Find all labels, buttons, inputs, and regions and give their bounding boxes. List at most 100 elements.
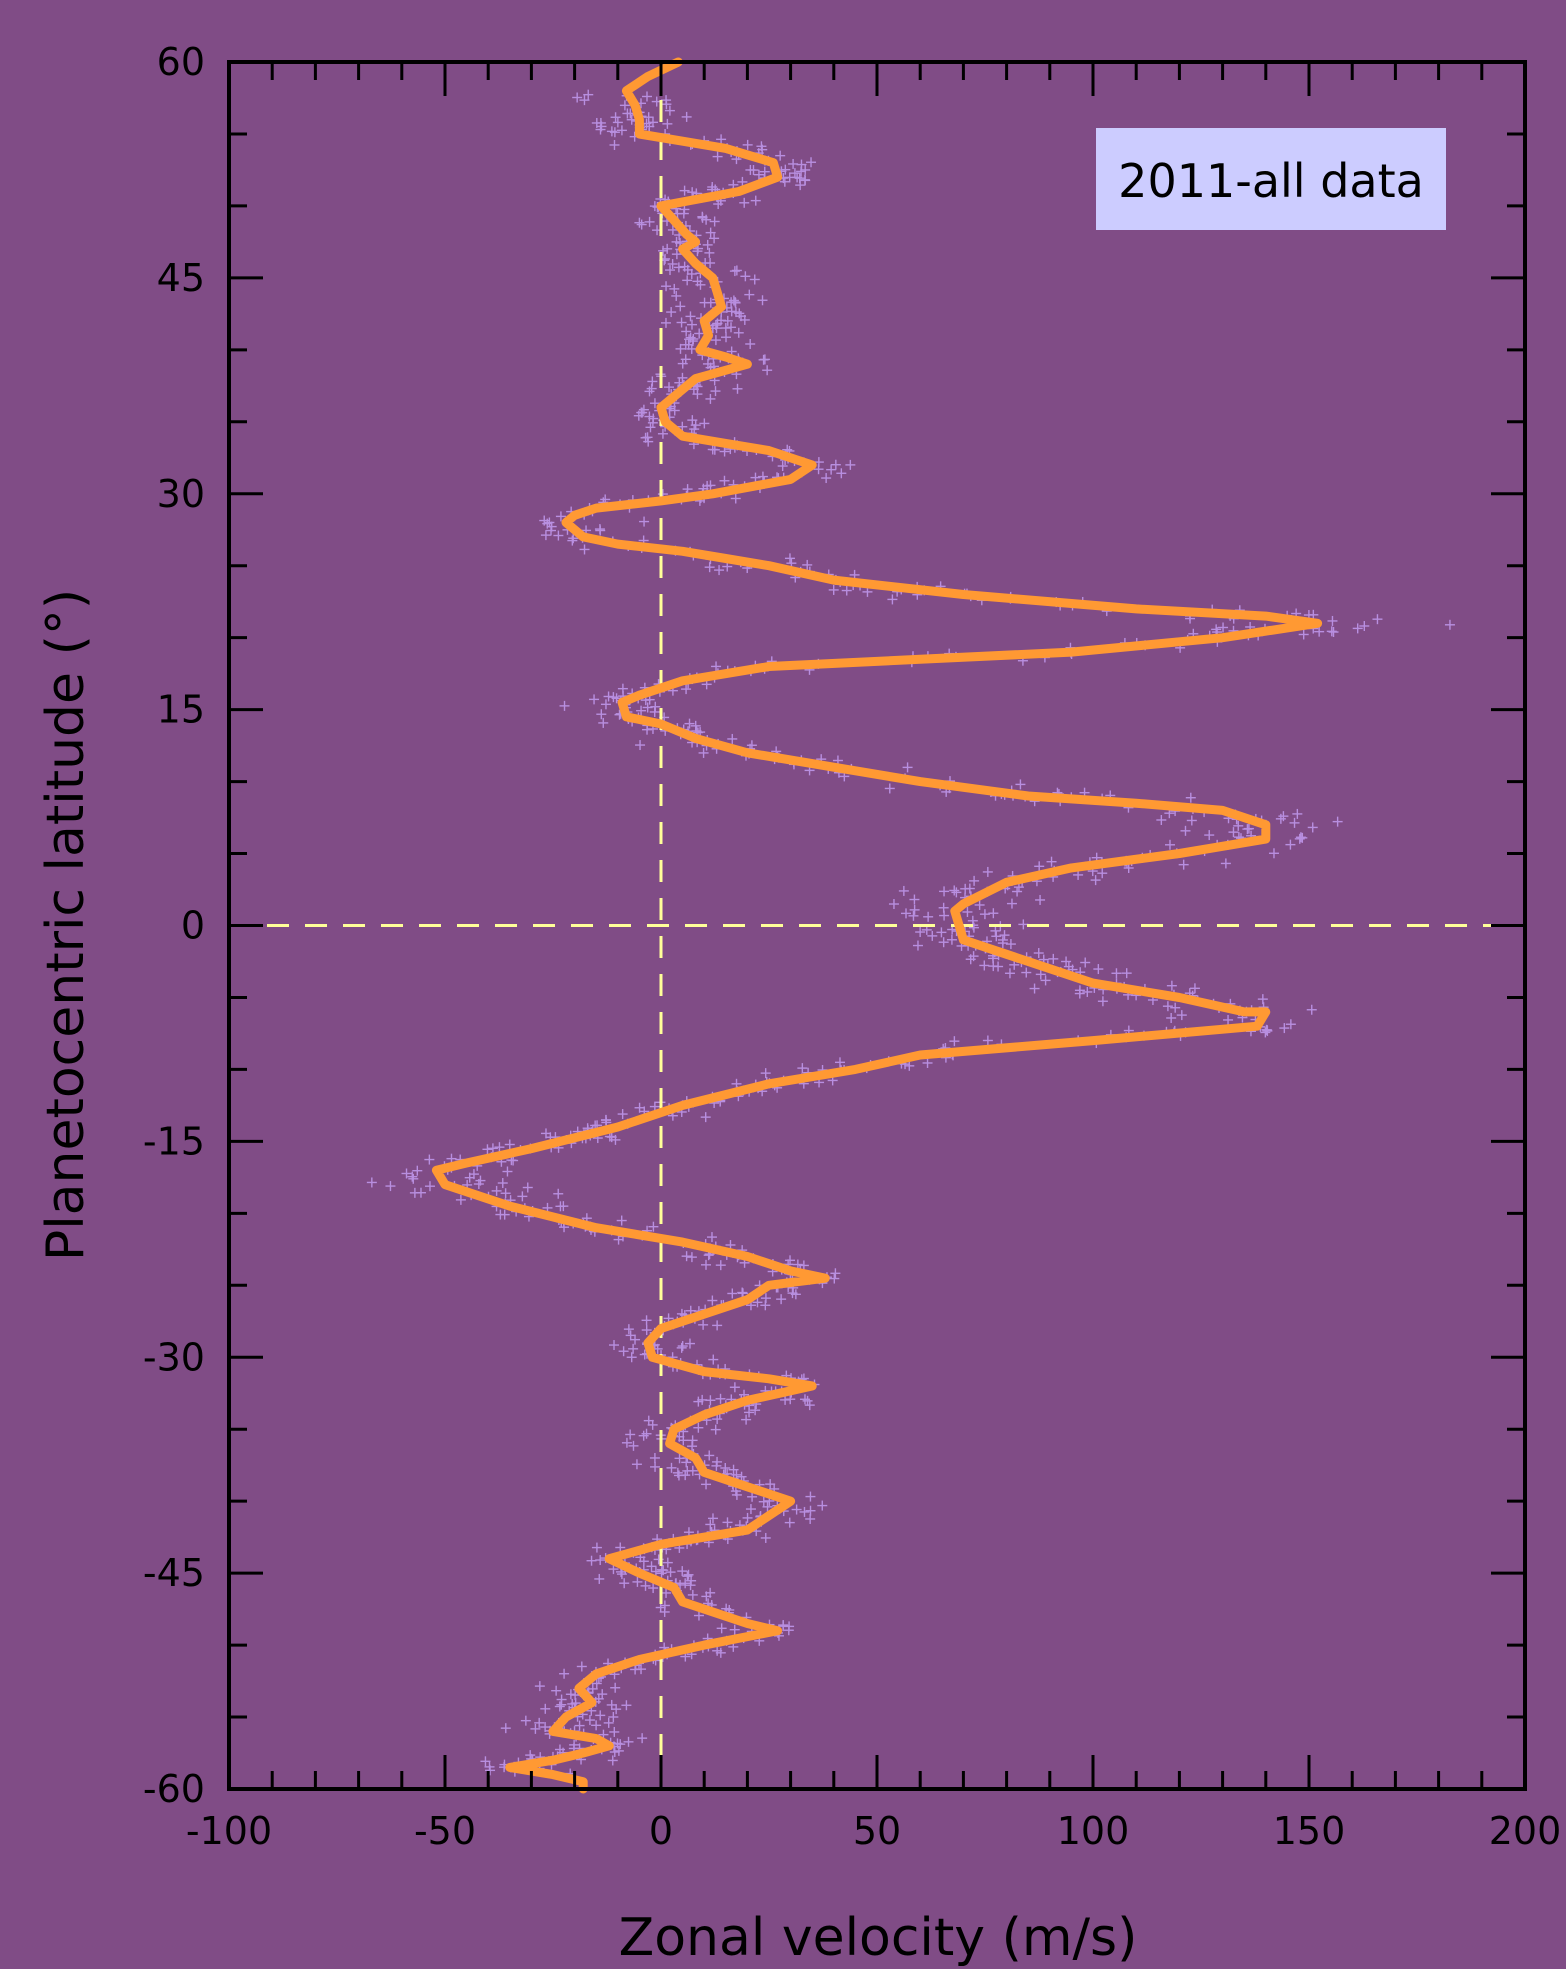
data-point (901, 908, 912, 919)
data-point (760, 1532, 771, 1543)
data-point (1178, 859, 1189, 870)
data-point (623, 1736, 634, 1747)
data-point (664, 105, 675, 116)
data-point (1228, 827, 1239, 838)
data-point (753, 169, 764, 180)
data-point (719, 475, 730, 486)
data-point (784, 1517, 795, 1528)
data-point (709, 233, 720, 244)
data-point (679, 185, 690, 196)
data-point (600, 699, 611, 710)
data-point (705, 1519, 716, 1530)
data-point (644, 411, 655, 422)
data-point (731, 1078, 742, 1089)
data-point (626, 1352, 637, 1363)
data-point (695, 279, 706, 290)
data-point (636, 705, 647, 716)
data-point (744, 289, 755, 300)
data-point (686, 1252, 697, 1263)
data-point (1035, 894, 1046, 905)
data-point (556, 1694, 567, 1705)
data-point (649, 1452, 660, 1463)
data-point (686, 319, 697, 330)
x-tick-label: -50 (414, 1809, 476, 1853)
data-point (1080, 957, 1091, 968)
data-point (621, 1437, 632, 1448)
data-point (686, 1575, 697, 1586)
data-point (714, 565, 725, 576)
data-point (618, 1346, 629, 1357)
data-point (680, 1578, 691, 1589)
x-tick-label: 50 (853, 1809, 901, 1853)
data-point (826, 464, 837, 475)
data-point (616, 1569, 627, 1580)
data-point (555, 511, 566, 522)
data-point (1314, 626, 1325, 637)
profile-line (431, 57, 1323, 1794)
data-point (662, 1557, 673, 1568)
data-point (1243, 823, 1254, 834)
data-point (522, 1182, 533, 1193)
data-point (671, 290, 682, 301)
data-point (923, 911, 934, 922)
data-point (610, 1134, 621, 1145)
data-point (909, 894, 920, 905)
data-point (646, 383, 657, 394)
data-point (834, 1057, 845, 1068)
data-point (777, 461, 788, 472)
data-point (662, 118, 673, 129)
data-point (712, 318, 723, 329)
data-point (681, 1457, 692, 1468)
data-point (637, 1733, 648, 1744)
data-point (661, 281, 672, 292)
data-point (731, 265, 742, 276)
legend-label: 2011-all data (1118, 154, 1424, 208)
data-point (574, 1720, 585, 1731)
data-point (639, 516, 650, 527)
data-point (656, 1564, 667, 1575)
data-point (683, 1569, 694, 1580)
data-point (584, 1715, 595, 1726)
data-point (752, 1297, 763, 1308)
data-point (1121, 968, 1132, 979)
data-point (741, 1414, 752, 1425)
data-point (559, 700, 570, 711)
data-point (729, 1382, 740, 1393)
data-point (681, 684, 692, 695)
data-point (912, 940, 923, 951)
data-point (665, 265, 676, 276)
data-point (677, 421, 688, 432)
data-point (611, 1704, 622, 1715)
data-point (784, 553, 795, 564)
legend-box (1096, 128, 1446, 230)
data-point (1298, 629, 1309, 640)
data-point (707, 181, 718, 192)
data-point (689, 424, 700, 435)
x-tick-label: 150 (1273, 1809, 1346, 1853)
data-point (1279, 1023, 1290, 1034)
data-point (701, 1591, 712, 1602)
data-point (591, 117, 602, 128)
data-point (1220, 858, 1231, 869)
data-point (424, 1181, 435, 1192)
data-point (649, 706, 660, 717)
data-point (1204, 830, 1215, 841)
y-tick-label: 15 (157, 688, 205, 732)
reference-lines-layer (229, 62, 1525, 1789)
data-point (1074, 985, 1085, 996)
data-point (1097, 996, 1108, 1007)
data-point (650, 1566, 661, 1577)
data-point (647, 1419, 658, 1430)
data-point (609, 139, 620, 150)
data-point (640, 1580, 651, 1591)
data-point (1233, 820, 1244, 831)
data-point (705, 1395, 716, 1406)
data-point (938, 937, 949, 948)
data-point (613, 1745, 624, 1756)
data-point (805, 1491, 816, 1502)
data-point (699, 418, 710, 429)
data-point (908, 910, 919, 921)
data-point (677, 1566, 688, 1577)
data-point (690, 720, 701, 731)
data-point (960, 883, 971, 894)
